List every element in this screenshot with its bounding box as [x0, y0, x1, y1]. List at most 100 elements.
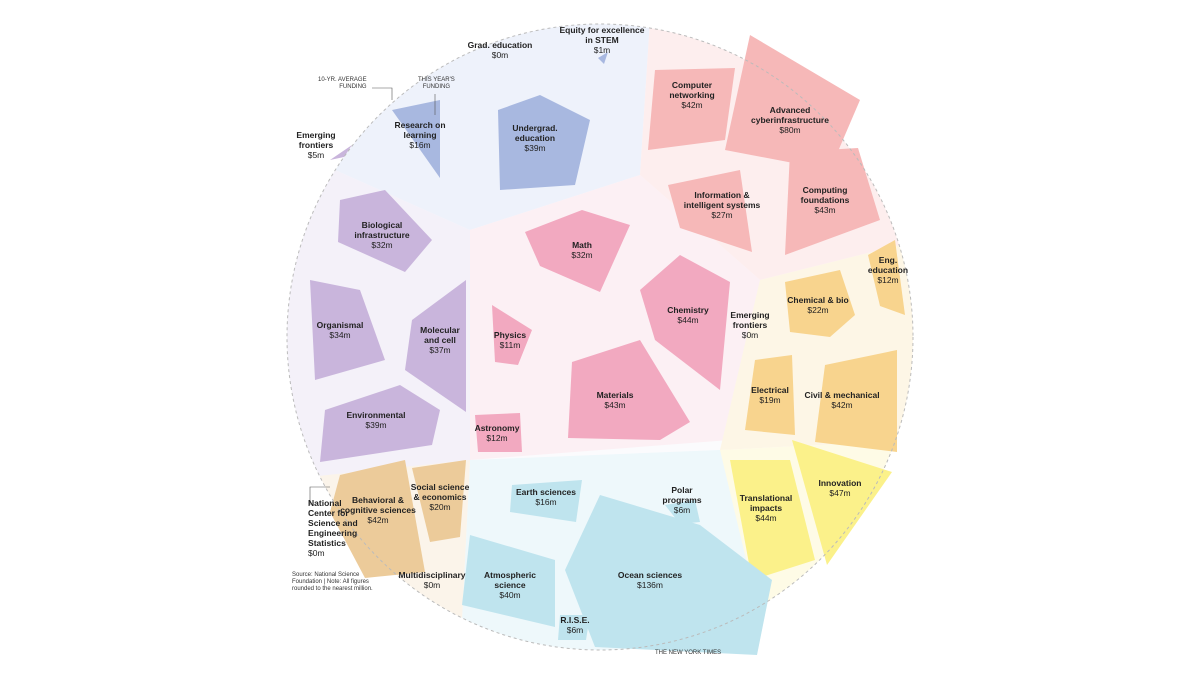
cell-shape — [558, 615, 590, 640]
cell-label: Organismal $34m — [317, 320, 364, 340]
cell-shape — [510, 480, 582, 522]
cell-name: R.I.S.E. — [560, 615, 590, 625]
cell-amount: $44m — [755, 513, 777, 523]
cell-label: Math $32m — [571, 240, 592, 260]
cell-amount: $39m — [365, 420, 387, 430]
cell-shape — [665, 500, 700, 524]
credit: THE NEW YORK TIMES — [655, 650, 722, 656]
cell-name: Math — [572, 240, 592, 250]
cell-shape — [498, 95, 590, 190]
note: THIS YEAR'S FUNDING — [418, 77, 455, 90]
cell-shape — [648, 68, 735, 150]
cell-name: Computer networking — [669, 80, 715, 100]
cell-name: Emerging frontiers — [730, 310, 770, 330]
cell-amount: $19m — [759, 395, 781, 405]
note: 10-YR. AVERAGE FUNDING — [318, 77, 367, 90]
cell-shape — [320, 385, 440, 462]
cell-label: Computer networking $42m — [669, 80, 714, 110]
cell-label: Astronomy $12m — [475, 423, 520, 443]
cell-name: Undergrad. education — [512, 123, 558, 143]
cell-label: Emerging frontiers $0m — [730, 310, 769, 340]
cell-amount: $16m — [409, 140, 431, 150]
cell-amount: $32m — [371, 240, 393, 250]
cell-name: Behavioral & cognitive sciences — [340, 495, 416, 515]
cell-label: Ocean sciences $136m — [618, 570, 682, 590]
cell-label: Information & intelligent systems $27m — [684, 190, 761, 220]
cell-label: Electrical $19m — [751, 385, 789, 405]
cell-name: Emerging frontiers — [296, 130, 336, 150]
cell-shape — [745, 355, 795, 435]
cell-amount: $42m — [367, 515, 389, 525]
leader — [372, 87, 393, 100]
cell-label: Computing foundations $43m — [801, 185, 850, 215]
cell-label: Equity for excellence in STEM $1m — [559, 25, 644, 55]
cell-name: Environmental — [346, 410, 406, 420]
cell-amount: $12m — [877, 275, 899, 285]
cell-label: Chemistry $44m — [667, 305, 709, 325]
cell-shape — [475, 413, 522, 452]
cell-name: Organismal — [316, 320, 364, 330]
cell-name: Research on learning — [394, 120, 446, 140]
cell-shape — [462, 535, 555, 627]
cell-name: Innovation — [818, 478, 862, 488]
cell-name: Chemistry — [667, 305, 709, 315]
cell-name: Materials — [596, 390, 634, 400]
cell-name: Ocean sciences — [617, 570, 683, 580]
cell-shape — [725, 35, 860, 170]
cell-amount: $34m — [329, 330, 351, 340]
cell-shape — [868, 240, 905, 315]
cell-name: Chemical & bio — [787, 295, 849, 305]
cell-label: Environmental $39m — [346, 410, 405, 430]
cell-amount: $43m — [604, 400, 626, 410]
cell-name: Advanced cyberinfrastructure — [751, 105, 829, 125]
cell-name: Multidisciplinary — [398, 570, 466, 580]
cell-shape — [815, 350, 897, 452]
cell-amount: $22m — [807, 305, 829, 315]
cell-amount: $37m — [429, 345, 451, 355]
cell-amount: $16m — [535, 497, 557, 507]
cell-label: Undergrad. education $39m — [512, 123, 557, 153]
cell-name: Grad. education — [467, 40, 533, 50]
cell-label: Behavioral & cognitive sciences $42m — [340, 495, 416, 525]
cell-amount: $136m — [636, 580, 663, 590]
cell-amount: $0m — [741, 330, 759, 340]
cell-name: Physics — [493, 330, 527, 340]
cell-shape — [785, 148, 880, 255]
cells — [310, 35, 905, 655]
cell-label: Materials $43m — [597, 390, 634, 410]
cell-amount: $32m — [571, 250, 593, 260]
cell-amount: $5m — [307, 150, 325, 160]
cell-name: Biological infrastructure — [354, 220, 410, 240]
cell-shape — [392, 100, 440, 178]
cell-shape — [565, 495, 772, 655]
cell-name: Information & intelligent systems — [683, 190, 761, 210]
cell-name: Civil & mechanical — [804, 390, 880, 400]
cell-amount: $27m — [711, 210, 733, 220]
cell-amount: $42m — [681, 100, 703, 110]
cell-shape — [412, 460, 466, 542]
cell-shape — [785, 270, 855, 337]
cell-amount: $80m — [779, 125, 801, 135]
cell-amount: $40m — [499, 590, 521, 600]
cell-amount: $0m — [423, 580, 441, 590]
cell-name: Electrical — [751, 385, 789, 395]
cell-label: Civil & mechanical $42m — [804, 390, 879, 410]
cell-shape — [310, 280, 385, 380]
cell-label: Biological infrastructure $32m — [354, 220, 409, 250]
cell-label: National Center for Science and Engineer… — [308, 498, 358, 558]
cell-name: Molecular and cell — [420, 325, 460, 345]
cell-shape — [525, 210, 630, 292]
cell-label: Earth sciences $16m — [516, 487, 576, 507]
cell-shape — [405, 280, 466, 412]
cell-label: Innovation $47m — [819, 478, 862, 498]
cell-amount: $44m — [677, 315, 699, 325]
cell-label: Molecular and cell $37m — [420, 325, 460, 355]
cell-label: Social science & economics $20m — [411, 482, 470, 512]
cell-name: Astronomy — [474, 423, 520, 433]
cell-amount: $6m — [566, 625, 584, 635]
cell-shape — [792, 440, 892, 565]
cell-shape — [568, 340, 690, 440]
source: Source: National Science Foundation | No… — [292, 572, 373, 592]
cell-label: Translational impacts $44m — [740, 493, 792, 523]
